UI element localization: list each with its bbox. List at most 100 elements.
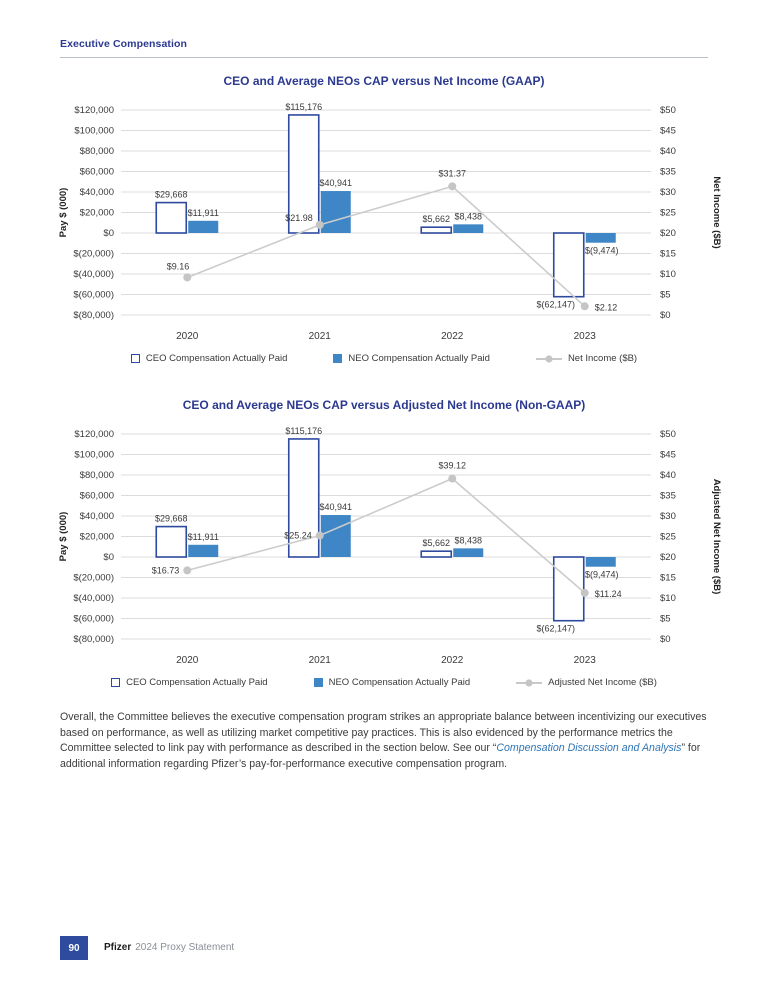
chart-title: CEO and Average NEOs CAP versus Adjusted… <box>182 398 586 412</box>
bar-value-label: $8,438 <box>454 535 482 545</box>
net-income-marker <box>580 302 589 311</box>
y-axis-tick-label: $(60,000) <box>73 614 114 625</box>
y-axis-tick-label: $(40,000) <box>73 269 114 280</box>
ceo-bar <box>420 226 453 234</box>
bar-value-label: $(9,474) <box>585 570 619 580</box>
line-value-label: $25.24 <box>284 531 312 541</box>
ceo-bar <box>155 201 188 234</box>
bar-value-label: $(62,147) <box>536 300 575 310</box>
y2-axis-tick-label: $15 <box>660 249 676 260</box>
y-axis-tick-label: $0 <box>103 552 114 563</box>
legend-label: Adjusted Net Income ($B) <box>548 677 657 688</box>
net-income-marker <box>448 182 457 191</box>
ceo-bar <box>552 556 585 622</box>
ceo-bar <box>552 232 585 298</box>
y2-axis-tick-label: $45 <box>660 126 676 137</box>
y-axis-tick-label: $(20,000) <box>73 573 114 584</box>
ceo-bar <box>287 114 320 234</box>
bar-value-label: $11,911 <box>188 208 219 218</box>
chart-legend: CEO Compensation Actually Paid NEO Compe… <box>60 353 708 364</box>
bar-value-label: $40,941 <box>319 502 352 512</box>
y-axis-title: Pay $ (000) <box>58 512 69 562</box>
neo-bar <box>585 233 616 243</box>
line-value-label: $39.12 <box>438 461 466 471</box>
page-number-badge: 90 <box>60 936 88 960</box>
legend-label: NEO Compensation Actually Paid <box>328 677 471 688</box>
y2-axis-tick-label: $20 <box>660 228 676 239</box>
footer-brand: Pfizer <box>104 942 132 953</box>
line-value-label: $2.12 <box>595 302 618 312</box>
neo-bar-swatch-icon <box>313 678 323 687</box>
bar-value-label: $(9,474) <box>585 246 619 256</box>
y2-axis-tick-label: $40 <box>660 146 676 157</box>
bar-value-label: $115,176 <box>285 102 322 112</box>
paragraph-text: ” for additional information regarding P… <box>60 742 701 770</box>
line-value-label: $31.37 <box>438 168 466 178</box>
legend-item-ceo: CEO Compensation Actually Paid <box>111 677 268 688</box>
y2-axis-tick-label: $25 <box>660 532 676 543</box>
bar-value-label: $11,911 <box>188 532 219 542</box>
line-marker-swatch-icon <box>535 354 562 364</box>
bar-value-label: $115,176 <box>285 426 322 436</box>
bar-value-label: $40,941 <box>319 178 352 188</box>
header-divider <box>60 57 708 58</box>
legend-label: Net Income ($B) <box>567 353 638 364</box>
net-income-marker <box>183 273 192 282</box>
y-axis-tick-label: $100,000 <box>74 450 114 461</box>
y-axis-tick-label: $(20,000) <box>73 249 114 260</box>
y-axis-tick-label: $(60,000) <box>73 290 114 301</box>
neo-bar-swatch-icon <box>333 354 343 363</box>
chart-canvas-container: $120,000 $50 $100,000 $45 $80,000 $40 $60,000 $… <box>54 92 722 351</box>
line-marker-swatch-icon <box>516 678 543 688</box>
chart-section-nongaap: CEO and Average NEOs CAP versus Adjusted… <box>58 398 722 688</box>
y2-axis-tick-label: $30 <box>660 511 676 522</box>
y-axis-tick-label: $(80,000) <box>73 310 114 321</box>
y-axis-tick-label: $80,000 <box>80 470 114 481</box>
line-value-label: $21.98 <box>285 213 313 223</box>
y-axis-title: Pay $ (000) <box>58 188 69 238</box>
chart-canvas: $120,000 $50 $100,000 $45 $80,000 $40 $60,000 $… <box>58 426 722 666</box>
neo-bar <box>188 220 219 233</box>
y2-axis-tick-label: $5 <box>660 290 671 301</box>
bar-value-label: $8,438 <box>454 211 482 221</box>
y-axis-tick-label: $40,000 <box>80 511 114 522</box>
line-value-label: $9.16 <box>167 261 190 271</box>
chart-canvas-container: $120,000 $50 $100,000 $45 $80,000 $40 $60,000 $… <box>54 416 722 675</box>
ceo-bar <box>155 525 188 558</box>
bar-value-label: $29,668 <box>155 514 188 524</box>
net-income-marker <box>580 588 589 597</box>
neo-bar <box>453 224 484 233</box>
bar-value-label: $5,662 <box>422 538 450 548</box>
paragraph-text: Overall, the Committee believes the exec… <box>60 711 707 755</box>
y-axis-tick-label: $120,000 <box>74 429 114 440</box>
y2-axis-tick-label: $35 <box>660 491 676 502</box>
neo-bar <box>585 557 616 567</box>
y2-axis-tick-label: $45 <box>660 450 676 461</box>
header-title: Executive Compensation <box>60 38 188 50</box>
y-axis-tick-label: $20,000 <box>80 208 114 219</box>
y-axis-tick-label: $60,000 <box>80 491 114 502</box>
y-axis-tick-label: $80,000 <box>80 146 114 157</box>
chart-title: CEO and Average NEOs CAP versus Net Inco… <box>223 74 545 88</box>
y2-axis-tick-label: $15 <box>660 573 676 584</box>
cda-link[interactable]: Compensation Discussion and Analysis <box>496 742 682 755</box>
y-axis-tick-label: $20,000 <box>80 532 114 543</box>
y2-axis-title: Net Income ($B) <box>711 176 722 248</box>
chart-section-gaap: CEO and Average NEOs CAP versus Net Inco… <box>58 74 722 364</box>
neo-bar <box>188 544 219 557</box>
legend-item-line: Net Income ($B) <box>535 353 638 364</box>
y2-axis-tick-label: $10 <box>660 593 676 604</box>
y2-axis-tick-label: $35 <box>660 167 676 178</box>
x-axis-label: 2020 <box>176 655 199 666</box>
y2-axis-tick-label: $40 <box>660 470 676 481</box>
y2-axis-tick-label: $10 <box>660 269 676 280</box>
y2-axis-tick-label: $30 <box>660 187 676 198</box>
chart-canvas: $120,000 $50 $100,000 $45 $80,000 $40 $60,000 $… <box>58 102 722 342</box>
y-axis-tick-label: $0 <box>103 228 114 239</box>
ceo-bar-swatch-icon <box>111 678 121 687</box>
ceo-bar <box>420 550 453 558</box>
body-paragraph: Overall, the Committee believes the exec… <box>60 710 708 772</box>
y-axis-tick-label: $40,000 <box>80 187 114 198</box>
y2-axis-tick-label: $5 <box>660 614 671 625</box>
